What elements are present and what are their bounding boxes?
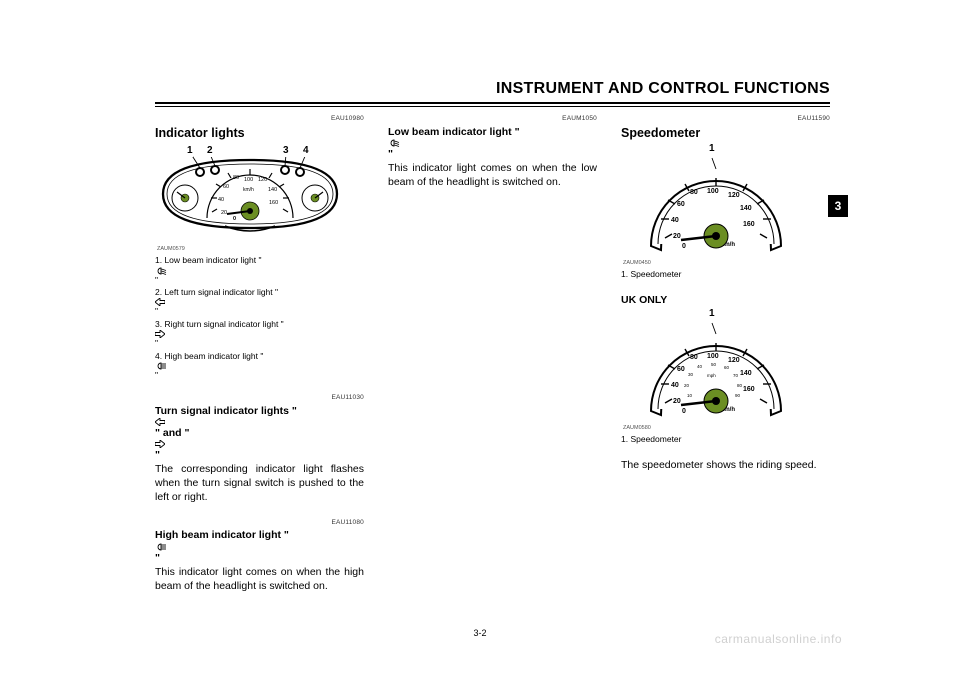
svg-text:80: 80 (737, 383, 743, 388)
dial-80: 80 (233, 175, 239, 181)
callout-1: 1 (709, 307, 715, 321)
watermark: carmanualsonline.info (715, 632, 842, 646)
legend-speedo-uk: 1. Speedometer (621, 434, 830, 445)
svg-text:20: 20 (684, 383, 690, 388)
svg-text:0: 0 (682, 408, 686, 415)
column-1: EAU10980 Indicator lights 1 2 3 4 (155, 115, 364, 607)
high-beam-icon (155, 362, 167, 370)
svg-text:140: 140 (740, 205, 752, 212)
dial-unit: km/h (243, 187, 254, 193)
ref-code: EAUM1050 (388, 115, 597, 124)
svg-text:20: 20 (673, 398, 681, 405)
column-2: EAUM1050 Low beam indicator light " " Th… (388, 115, 597, 607)
callout-1: 1 (709, 142, 715, 156)
svg-text:50: 50 (711, 362, 717, 367)
legend-item-3: 3. Right turn signal indicator light " " (155, 319, 364, 350)
svg-text:120: 120 (728, 192, 740, 199)
ref-code: EAU11590 (621, 115, 830, 124)
callout-3: 3 (283, 144, 289, 158)
svg-text:80: 80 (690, 354, 698, 361)
legend-item-1: 1. Low beam indicator light " " (155, 255, 364, 286)
legend-item: 1. Speedometer (621, 434, 830, 445)
dial-0: 0 (233, 216, 236, 222)
svg-text:80: 80 (690, 189, 698, 196)
svg-text:40: 40 (671, 382, 679, 389)
legend-item-2: 2. Left turn signal indicator light " " (155, 287, 364, 318)
section-turn-signal: Turn signal indicator lights " " and " "… (155, 404, 364, 505)
callout-1: 1 (187, 144, 193, 158)
chapter-tab: 3 (828, 195, 848, 217)
high-beam-icon (155, 543, 167, 551)
svg-text:0: 0 (682, 243, 686, 250)
svg-text:160: 160 (743, 386, 755, 393)
heading-indicator-lights: Indicator lights (155, 125, 364, 142)
high-beam-heading: High beam indicator light " " (155, 529, 364, 563)
legend-list: 1. Low beam indicator light " " 2. Left … (155, 255, 364, 382)
page-title: INSTRUMENT AND CONTROL FUNCTIONS (155, 80, 830, 98)
speedometer-body: The speedometer shows the riding speed. (621, 458, 830, 472)
turn-left-icon (155, 298, 165, 306)
dial-100: 100 (244, 177, 253, 183)
low-beam-body: This indicator light comes on when the l… (388, 162, 597, 188)
cluster-svg: 20 40 60 80 100 120 140 160 0 km/h (155, 148, 345, 240)
ref-code: EAU10980 (155, 115, 364, 124)
rule-heavy (155, 102, 830, 104)
low-beam-heading: Low beam indicator light " " (388, 126, 597, 160)
svg-text:60: 60 (677, 201, 685, 208)
figure-code: ZAUM0450 (623, 260, 830, 267)
svg-text:90: 90 (735, 393, 741, 398)
speedo-svg: 20 40 60 80 100 120 140 160 0 km/h (621, 156, 811, 254)
section-low-beam: Low beam indicator light " " This indica… (388, 125, 597, 190)
rule-thin (155, 106, 830, 107)
dial-20: 20 (221, 210, 227, 216)
svg-text:40: 40 (697, 364, 703, 369)
svg-text:120: 120 (728, 357, 740, 364)
svg-text:70: 70 (733, 373, 739, 378)
turn-right-icon (155, 440, 165, 448)
svg-text:10: 10 (687, 393, 693, 398)
svg-text:40: 40 (671, 217, 679, 224)
section-high-beam: High beam indicator light " " This indic… (155, 528, 364, 593)
low-beam-icon (155, 267, 167, 275)
turn-right-icon (155, 330, 165, 338)
callout-2: 2 (207, 144, 213, 158)
legend-speedo: 1. Speedometer (621, 269, 830, 280)
turn-signal-body: The corresponding indicator light flashe… (155, 463, 364, 503)
figure-code: ZAUM0579 (157, 246, 364, 253)
callout-4: 4 (303, 144, 309, 158)
dial-140: 140 (268, 187, 277, 193)
dial-160: 160 (269, 200, 278, 206)
high-beam-body: This indicator light comes on when the h… (155, 566, 364, 592)
turn-signal-heading: Turn signal indicator lights " " and " " (155, 405, 364, 461)
figure-speedometer-uk: 1 (621, 313, 830, 419)
dial-60: 60 (223, 184, 229, 190)
figure-instrument-cluster: 1 2 3 4 (155, 148, 364, 240)
svg-text:100: 100 (707, 353, 719, 360)
svg-text:60: 60 (724, 365, 730, 370)
svg-text:160: 160 (743, 221, 755, 228)
ref-code: EAU11030 (155, 394, 364, 403)
svg-text:mph: mph (707, 373, 716, 378)
legend-item-4: 4. High beam indicator light " " (155, 351, 364, 382)
content-columns: EAU10980 Indicator lights 1 2 3 4 (155, 115, 830, 607)
svg-text:140: 140 (740, 370, 752, 377)
heading-uk-only: UK ONLY (621, 293, 830, 307)
figure-code: ZAUM0580 (623, 425, 830, 432)
manual-page: INSTRUMENT AND CONTROL FUNCTIONS 3 EAU10… (0, 0, 960, 678)
heading-speedometer: Speedometer (621, 125, 830, 142)
svg-text:60: 60 (677, 366, 685, 373)
svg-text:100: 100 (707, 188, 719, 195)
svg-text:30: 30 (688, 372, 694, 377)
column-3: EAU11590 Speedometer 1 (621, 115, 830, 607)
dial-120: 120 (258, 177, 267, 183)
low-beam-icon (388, 139, 400, 147)
turn-left-icon (155, 418, 165, 426)
figure-speedometer: 1 20 (621, 148, 830, 254)
dial-40: 40 (218, 197, 224, 203)
ref-code: EAU11080 (155, 519, 364, 528)
speedo-uk-svg: 20 40 60 80 100 120 140 160 0 10 20 30 4… (621, 321, 811, 419)
legend-item: 1. Speedometer (621, 269, 830, 280)
svg-text:20: 20 (673, 233, 681, 240)
